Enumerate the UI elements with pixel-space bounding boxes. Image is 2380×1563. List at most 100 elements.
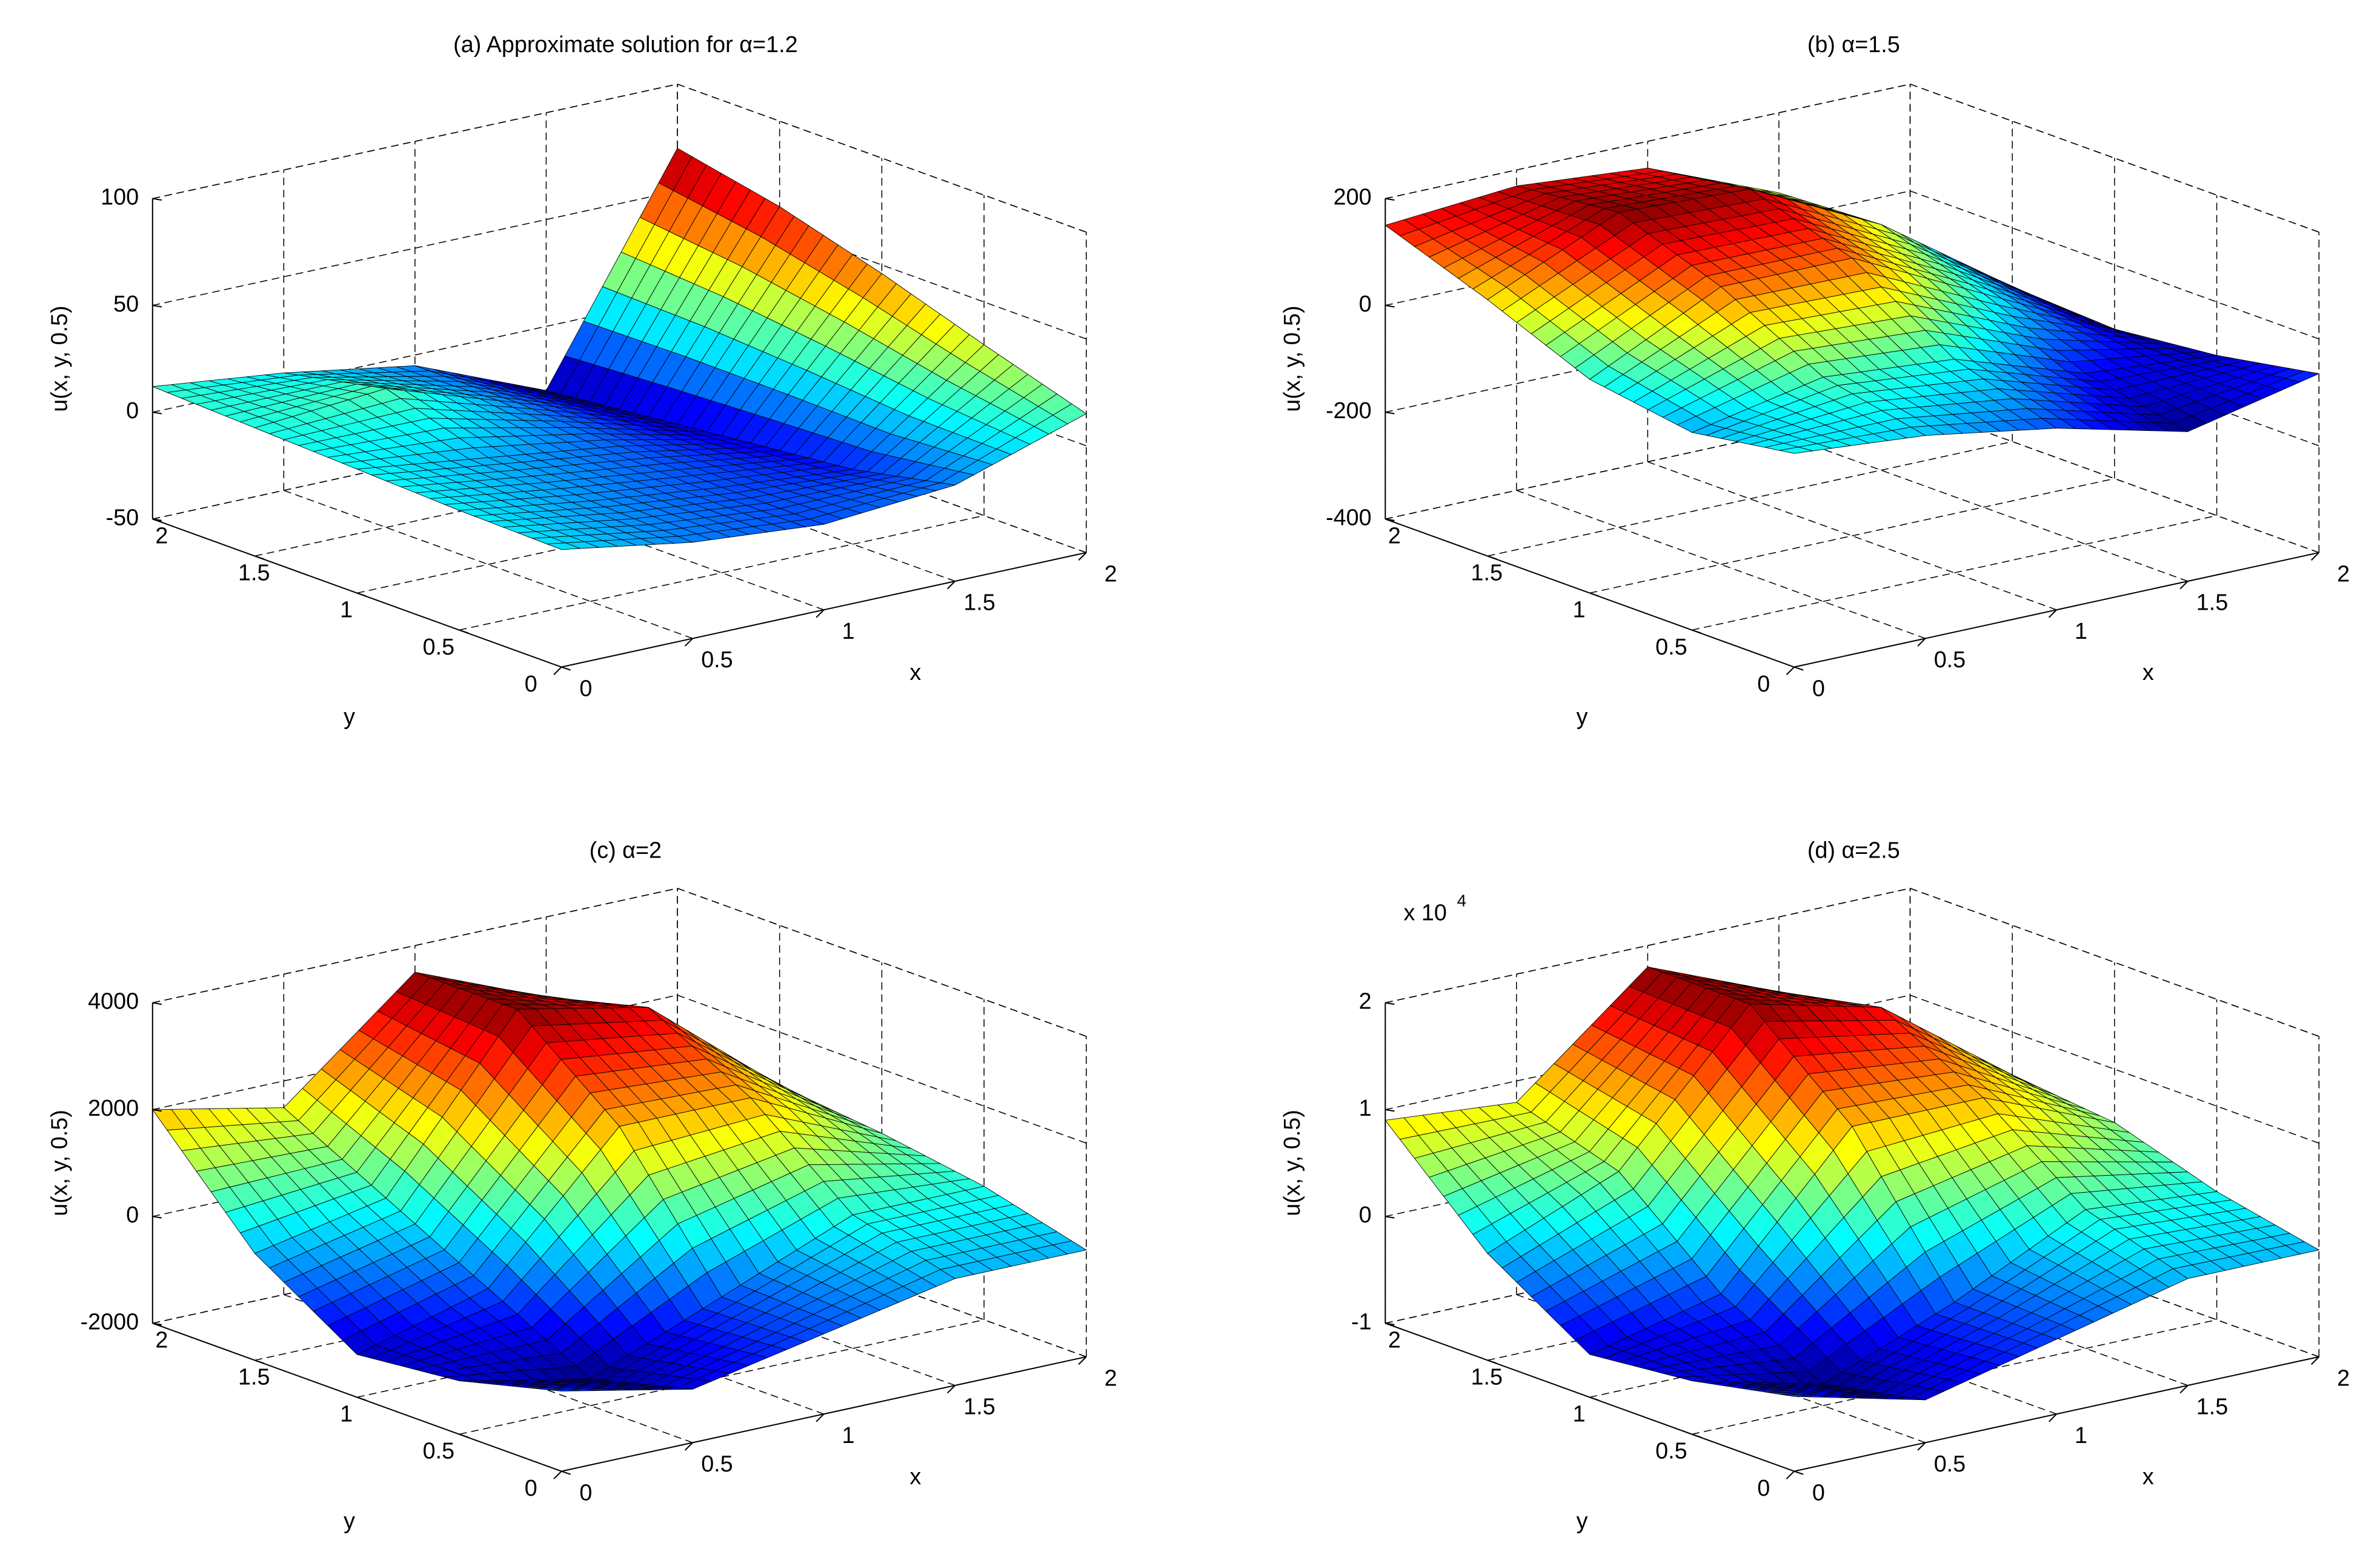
z-tick	[1385, 412, 1395, 415]
z-tick	[1385, 198, 1395, 201]
y-tick-label: 0	[525, 672, 537, 697]
z-tick	[152, 304, 162, 308]
x-tick-label: 2	[1105, 562, 1117, 587]
x-tick-label: 1.5	[963, 590, 995, 616]
y-tick-label: 1.5	[1471, 1365, 1502, 1390]
z-axis-label: u(x, y, 0.5)	[47, 305, 73, 412]
x-tick-label: 2	[2337, 562, 2350, 587]
y-tick	[254, 555, 264, 560]
y-tick	[1589, 592, 1600, 597]
y-tick-label: 2	[155, 1328, 168, 1353]
x-axis-label: x	[2142, 1464, 2154, 1490]
y-tick	[1589, 1396, 1600, 1401]
x-tick	[1917, 638, 1926, 647]
chart-title: (c) α=2	[590, 838, 662, 863]
y-tick-label: 2	[1388, 524, 1401, 549]
x-tick	[2048, 1413, 2057, 1422]
x-tick	[1786, 1470, 1795, 1479]
z-tick-label: -200	[1326, 398, 1372, 424]
x-tick	[1786, 666, 1795, 675]
z-tick-label: -1	[1351, 1309, 1372, 1335]
z-tick	[1385, 1108, 1395, 1112]
grid-line	[1692, 515, 2217, 631]
x-tick	[553, 666, 562, 675]
z-tick-label: 0	[1359, 1202, 1372, 1228]
x-tick-label: 1.5	[2196, 1395, 2228, 1420]
z-tick	[1385, 1002, 1395, 1005]
x-tick-label: 0	[579, 1480, 592, 1505]
y-tick-label: 0	[1757, 1476, 1770, 1501]
x-tick	[2310, 552, 2319, 561]
x-tick	[946, 1385, 956, 1394]
y-tick-label: 1	[340, 598, 353, 623]
y-tick	[1793, 1470, 1804, 1475]
x-tick-label: 0.5	[701, 647, 733, 673]
x-tick	[2179, 581, 2189, 590]
x-tick-label: 0.5	[1934, 1451, 1966, 1477]
z-tick-label: 2	[1359, 989, 1372, 1015]
x-tick	[816, 609, 825, 618]
y-axis	[1384, 1322, 1795, 1472]
y-tick-label: 0.5	[423, 1439, 454, 1464]
y-tick-label: 2	[155, 524, 168, 549]
x-tick-label: 0	[1812, 676, 1825, 701]
y-tick	[356, 592, 367, 597]
y-tick-label: 1	[1573, 1402, 1586, 1427]
x-tick-label: 0.5	[1934, 647, 1966, 673]
z-axis-label: u(x, y, 0.5)	[1280, 305, 1305, 412]
z-tick	[1385, 1216, 1395, 1219]
z-tick	[152, 1216, 162, 1219]
y-tick-label: 1	[340, 1402, 353, 1427]
z-tick-label: 4000	[88, 989, 139, 1015]
x-tick	[2310, 1356, 2319, 1365]
z-tick-label: 0	[126, 1202, 139, 1228]
box-edge	[1385, 84, 1910, 199]
x-tick	[1078, 1356, 1087, 1365]
x-tick-label: 1	[2075, 1423, 2087, 1448]
z-multiplier-exponent: 4	[1457, 891, 1466, 910]
chart-title: (a) Approximate solution for α=1.2	[453, 32, 797, 58]
y-tick	[1487, 555, 1497, 560]
y-axis	[152, 1322, 562, 1472]
surface-chart: 0 0.5 1 1.5 2 0 0.5 1 1.5 2 -1 0 1 2 x y u(x, y, 0.5) (d)…	[1280, 838, 2350, 1534]
z-tick	[152, 518, 162, 521]
z-tick	[152, 1002, 162, 1005]
y-tick	[1487, 1359, 1497, 1364]
z-tick	[152, 198, 162, 201]
z-tick-label: 1	[1359, 1096, 1372, 1121]
grid-line	[1487, 441, 2013, 557]
y-axis-label: y	[1577, 1508, 1588, 1534]
z-tick-label: -2000	[81, 1309, 139, 1335]
x-axis	[561, 552, 1086, 668]
surface-chart: 0 0.5 1 1.5 2 0 0.5 1 1.5 2 -50 0 50 100 x y u(x, y, 0.5…	[47, 32, 1117, 730]
z-tick	[1385, 1322, 1395, 1325]
y-tick-label: 0	[1757, 672, 1770, 697]
surface-chart: 0 0.5 1 1.5 2 0 0.5 1 1.5 2 -400 -200 0 200 x y u(x, y, …	[1280, 32, 2350, 730]
x-tick	[1917, 1442, 1926, 1451]
surface-chart: 0 0.5 1 1.5 2 0 0.5 1 1.5 2 -2000 0 2000 4000 x y u(x, y…	[47, 838, 1117, 1534]
x-tick-label: 0	[579, 676, 592, 701]
y-tick-label: 0	[525, 1476, 537, 1501]
box-edge	[152, 84, 678, 199]
x-tick-label: 1	[842, 1423, 854, 1448]
x-tick	[2179, 1385, 2189, 1394]
surface-patch	[1779, 1394, 1813, 1398]
surface-patch	[547, 542, 580, 550]
y-tick	[561, 1470, 571, 1475]
x-axis	[1793, 552, 2319, 668]
x-tick-label: 1	[842, 619, 854, 644]
y-axis-label: y	[1577, 704, 1588, 730]
box-edge	[152, 888, 678, 1004]
x-tick	[1078, 552, 1087, 561]
z-tick	[152, 412, 162, 415]
chart-title: (d) α=2.5	[1807, 838, 1900, 863]
surface-patch	[1779, 447, 1813, 454]
grid-line	[152, 190, 678, 306]
x-tick-label: 1.5	[2196, 590, 2228, 616]
surface-patch	[547, 1389, 580, 1391]
z-tick-label: 2000	[88, 1096, 139, 1121]
grid-line	[1589, 478, 2115, 594]
z-tick-label: 200	[1334, 185, 1372, 210]
